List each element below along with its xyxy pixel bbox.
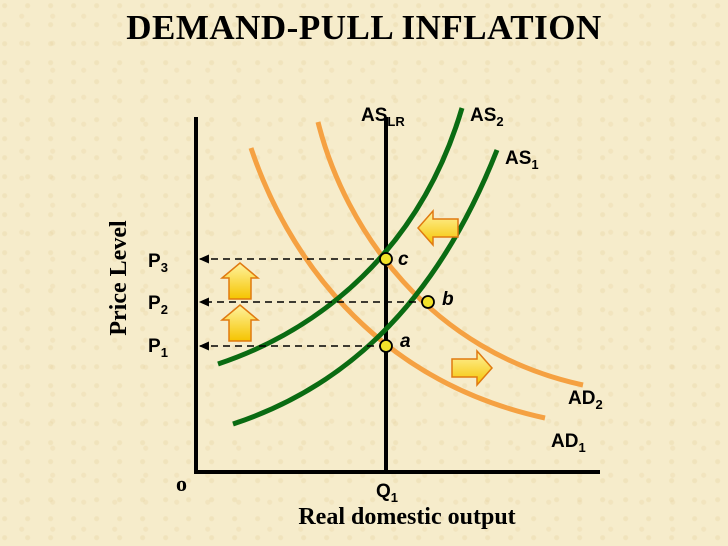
as2-curve — [217, 107, 465, 367]
slide-title: DEMAND-PULL INFLATION — [126, 8, 602, 47]
ad1-label: AD1 — [551, 431, 586, 455]
point-c-label: c — [398, 249, 409, 270]
right-arrow-icon — [451, 349, 494, 387]
up-arrow-upper-icon — [219, 262, 261, 300]
origin-label: o — [176, 471, 187, 496]
as1-curve — [232, 149, 500, 427]
p3-label: P3 — [148, 251, 168, 275]
point-b-label: b — [442, 289, 454, 310]
as-lr-label: ASLR — [361, 105, 405, 129]
point-a-label: a — [400, 331, 411, 352]
left-arrow-icon — [416, 209, 459, 247]
point-c-marker — [379, 252, 393, 266]
as2-label: AS2 — [470, 105, 504, 129]
ad2-curve — [315, 121, 584, 388]
ad2-label: AD2 — [568, 388, 603, 412]
x-axis-label: Real domestic output — [298, 504, 515, 530]
ad1-curve — [248, 147, 546, 421]
point-b-marker — [421, 295, 435, 309]
point-a-marker — [379, 339, 393, 353]
p2-label: P2 — [148, 293, 168, 317]
q1-label: Q1 — [376, 481, 398, 505]
as1-label: AS1 — [505, 148, 539, 172]
up-arrow-lower-icon — [219, 304, 261, 342]
p1-label: P1 — [148, 336, 168, 360]
y-axis-label: Price Level — [106, 220, 132, 336]
